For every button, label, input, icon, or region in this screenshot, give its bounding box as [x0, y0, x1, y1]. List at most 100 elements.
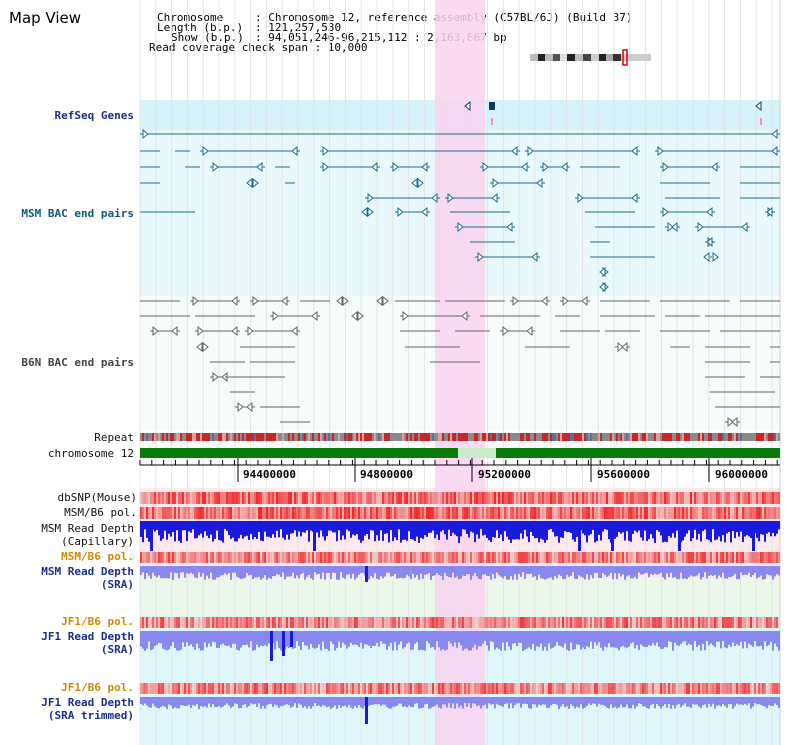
jf1-b6-pol2-cell	[600, 683, 602, 694]
msm-depth-sra-bar	[634, 566, 636, 577]
jf1-depth-sra-bar	[718, 631, 720, 642]
msm-b6-pol2-cell	[728, 552, 730, 563]
msm-depth-capillary-bar	[186, 521, 188, 542]
jf1-b6-pol-cell	[418, 617, 420, 628]
dbsnp-cell	[156, 492, 158, 504]
track-label-b6n-bac[interactable]: B6N BAC end pairs	[21, 356, 134, 369]
jf1-depth-sra-bar	[294, 631, 296, 649]
jf1-b6-pol2-cell	[648, 683, 650, 694]
msm-b6-pol2-cell	[268, 552, 270, 563]
msm-b6-pol2-cell	[452, 552, 454, 563]
jf1-depth-sra-bar	[148, 631, 150, 642]
msm-b6-pol2-cell	[656, 552, 658, 563]
repeat-block	[752, 433, 754, 441]
msm-b6-pol-cell	[486, 507, 488, 519]
jf1-b6-pol-cell	[764, 617, 766, 628]
dbsnp-cell	[286, 492, 288, 504]
msm-depth-capillary-bar	[570, 521, 572, 534]
msm-depth-sra-bar	[596, 566, 598, 573]
repeat-block	[718, 433, 720, 441]
msm-b6-pol2-cell	[426, 552, 428, 563]
jf1-b6-pol-cell	[772, 617, 774, 628]
repeat-block	[664, 433, 666, 441]
dbsnp-cell	[562, 492, 564, 504]
jf1-b6-pol-cell	[692, 617, 694, 628]
jf1-depth-trim-bar	[302, 697, 304, 708]
jf1-b6-pol-cell	[398, 617, 400, 628]
dbsnp-cell	[644, 492, 646, 504]
jf1-depth-sra-bar	[732, 631, 734, 643]
chromosome-segment	[140, 448, 458, 458]
jf1-b6-pol-cell	[570, 617, 572, 628]
msm-depth-capillary-bar	[734, 521, 736, 539]
msm-depth-capillary-bar	[176, 521, 178, 531]
dbsnp-cell	[358, 492, 360, 504]
msm-bac-pair-end	[712, 251, 719, 263]
track-label-refseq[interactable]: RefSeq Genes	[54, 109, 134, 122]
msm-b6-pol-cell	[688, 507, 690, 519]
msm-b6-pol-cell	[342, 507, 344, 519]
msm-depth-sra-bar	[720, 566, 722, 578]
jf1-b6-pol2-cell	[676, 683, 678, 694]
jf1-b6-pol2-cell	[480, 683, 482, 694]
dbsnp-cell	[634, 492, 636, 504]
msm-depth-capillary-bar	[622, 521, 624, 533]
jf1-depth-sra-bar	[402, 631, 404, 649]
msm-b6-pol2-cell	[150, 552, 152, 563]
jf1-depth-sra-bar	[750, 631, 752, 646]
jf1-b6-pol-cell	[276, 617, 278, 628]
jf1-depth-trim-bar	[300, 697, 302, 705]
repeat-block	[666, 433, 668, 441]
msm-b6-pol-cell	[650, 507, 652, 519]
jf1-b6-pol-cell	[592, 617, 594, 628]
jf1-b6-pol-cell	[176, 617, 178, 628]
jf1-b6-pol2-cell	[522, 683, 524, 694]
jf1-b6-pol2-cell	[318, 683, 320, 694]
msm-b6-pol-cell	[490, 507, 492, 519]
repeat-block	[492, 433, 494, 441]
jf1-depth-sra-bar-spike	[270, 631, 273, 661]
msm-depth-capillary-bar	[726, 521, 728, 534]
jf1-depth-sra-bar	[296, 631, 298, 642]
msm-b6-pol-cell	[204, 507, 206, 519]
jf1-b6-pol2-cell	[448, 683, 450, 694]
msm-depth-sra-bar	[450, 566, 452, 578]
repeat-block	[146, 433, 148, 441]
repeat-block	[632, 433, 634, 441]
track-label-msm-bac[interactable]: MSM BAC end pairs	[21, 207, 134, 220]
jf1-depth-trim-bar	[168, 697, 170, 705]
msm-b6-pol-cell	[536, 507, 538, 519]
jf1-depth-sra-bar	[766, 631, 768, 647]
jf1-b6-pol-cell	[262, 617, 264, 628]
jf1-depth-sra-bar	[404, 631, 406, 648]
msm-b6-pol-cell	[326, 507, 328, 519]
msm-b6-pol2-cell	[232, 552, 234, 563]
msm-b6-pol2-cell	[352, 552, 354, 563]
jf1-depth-sra-bar	[462, 631, 464, 651]
msm-b6-pol2-cell	[244, 552, 246, 563]
dbsnp-cell	[150, 492, 152, 504]
repeat-block	[346, 433, 348, 441]
jf1-b6-pol2-cell	[740, 683, 742, 694]
msm-depth-sra-bar	[638, 566, 640, 573]
msm-depth-sra-bar	[718, 566, 720, 576]
jf1-depth-trim-bar	[194, 697, 196, 706]
repeat-block	[502, 433, 504, 441]
jf1-depth-trim-bar	[416, 697, 418, 704]
repeat-block	[256, 433, 258, 441]
msm-depth-sra-bar	[604, 566, 606, 576]
msm-depth-capillary-bar	[560, 521, 562, 538]
jf1-depth-sra-bar	[328, 631, 330, 651]
dbsnp-cell	[298, 492, 300, 504]
repeat-block	[560, 433, 562, 441]
msm-bac-pair-end	[511, 145, 518, 157]
msm-b6-pol2-cell	[486, 552, 488, 563]
dbsnp-cell	[182, 492, 184, 504]
msm-b6-pol-cell	[752, 507, 754, 519]
jf1-b6-pol2-cell	[274, 683, 276, 694]
msm-b6-pol2-cell	[612, 552, 614, 563]
msm-depth-sra-bar	[610, 566, 612, 574]
jf1-b6-pol2-cell	[654, 683, 656, 694]
jf1-depth-sra-bar	[266, 631, 268, 647]
